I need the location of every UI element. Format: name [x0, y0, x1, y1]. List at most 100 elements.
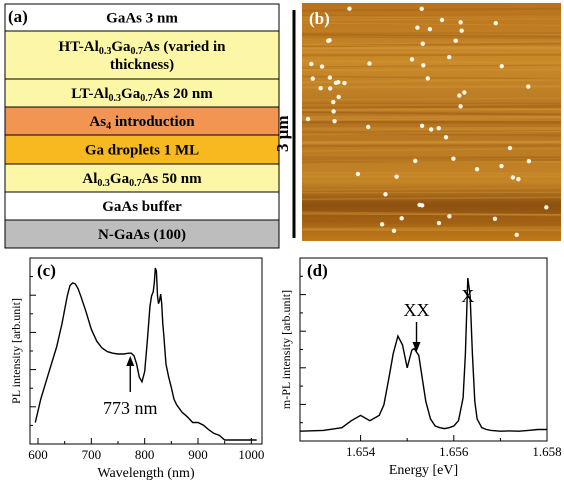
afm-texture-line [301, 22, 562, 26]
afm-texture-line [301, 53, 562, 57]
afm-texture-line [301, 220, 562, 226]
quantum-dot [428, 127, 434, 132]
quantum-dot [310, 76, 315, 81]
arrow-head [126, 356, 135, 366]
quantum-dot [425, 76, 430, 81]
panel-a-label: (a) [8, 7, 28, 26]
x-tick-label: 1000 [238, 447, 264, 462]
afm-texture-line [301, 144, 562, 148]
x-axis-label: Energy [eV] [389, 463, 458, 478]
quantum-dot [394, 174, 399, 179]
layer-box [4, 163, 280, 193]
quantum-dot [342, 80, 347, 86]
afm-texture-line [301, 109, 562, 114]
x-tick-label: 800 [135, 447, 155, 462]
arrow-head [412, 342, 421, 352]
quantum-dot [526, 84, 531, 89]
scale-bar-label: 3 μm [273, 115, 292, 152]
afm-texture-line [301, 67, 562, 72]
quantum-dot [347, 6, 352, 11]
quantum-dot [526, 159, 532, 164]
afm-texture-line [301, 131, 562, 136]
quantum-dot [427, 27, 433, 32]
peak-label: X [461, 286, 474, 306]
panel-b-afm-image [301, 3, 562, 241]
quantum-dot [493, 21, 498, 26]
quantum-dot [333, 80, 339, 86]
quantum-dot [336, 94, 341, 100]
afm-texture-line [301, 35, 562, 39]
x-tick-label: 1.658 [532, 444, 561, 459]
layer-label: thickness) [110, 57, 174, 73]
layer-label: GaAs buffer [102, 199, 182, 215]
quantum-dot [453, 38, 458, 43]
quantum-dot [332, 118, 337, 124]
peak-label: XX [404, 300, 430, 320]
x-axis-label: Wavelength (nm) [97, 466, 195, 481]
afm-texture-line [301, 156, 562, 160]
quantum-dot [443, 135, 449, 140]
annotation-label: 773 nm [103, 398, 158, 418]
quantum-dot [419, 123, 425, 128]
layer-label: As4 introduction [89, 114, 195, 132]
quantum-dot [331, 99, 336, 105]
quantum-dot [459, 28, 464, 33]
quantum-dot [436, 220, 442, 226]
quantum-dot [415, 25, 420, 30]
afm-texture-line [301, 130, 562, 134]
afm-texture-line [301, 219, 562, 223]
quantum-dot [420, 41, 425, 46]
x-tick-label: 600 [28, 447, 48, 462]
afm-texture-line [301, 46, 562, 51]
quantum-dot [413, 158, 418, 164]
afm-texture-line [301, 120, 562, 124]
afm-texture-line [301, 141, 562, 145]
layer-label: HT-Al0.3Ga0.7As (varied in [59, 39, 227, 57]
layer-box [4, 134, 280, 165]
layer-box [4, 78, 280, 108]
quantum-dot [492, 216, 498, 221]
afm-texture-line [301, 117, 562, 122]
layer-box [4, 30, 280, 80]
afm-texture-line [301, 104, 562, 109]
spectrum-line [299, 277, 547, 432]
afm-texture-line [301, 18, 562, 21]
afm-texture-line [301, 46, 562, 50]
x-tick-label: 700 [82, 447, 102, 462]
quantum-dot [447, 54, 452, 60]
layer-label: Al0.3Ga0.7As 50 nm [82, 171, 202, 189]
quantum-dot [367, 61, 372, 66]
panel-d-mpl-spectrum: 1.654 1.656 1.658 Energy [eV] m-PL intensity… [279, 257, 562, 478]
layer-label: LT-Al0.3Ga0.7As 20 nm [71, 86, 213, 104]
quantum-dot [327, 75, 333, 80]
layer-box [4, 3, 280, 32]
afm-texture-line [301, 15, 562, 19]
quantum-dot [421, 63, 426, 68]
panel-c-pl-spectrum: 600 700 800 900 1000 Wavelength (nm) PL intens… [9, 257, 264, 481]
afm-texture-line [301, 34, 562, 37]
quantum-dot [379, 222, 385, 227]
afm-texture-line [301, 115, 562, 118]
quantum-dot [474, 167, 480, 172]
afm-texture-line [301, 41, 562, 45]
afm-texture-line [301, 44, 562, 49]
afm-texture-line [301, 7, 562, 12]
afm-texture-line [301, 97, 562, 101]
afm-texture-line [301, 191, 562, 194]
quantum-dot [544, 205, 549, 210]
quantum-dot [391, 228, 397, 234]
afm-texture-line [301, 130, 562, 135]
afm-texture-line [301, 171, 562, 175]
quantum-dot [355, 171, 361, 177]
quantum-dot [507, 145, 513, 151]
afm-texture-line [301, 229, 562, 232]
afm-texture-line [301, 106, 562, 111]
quantum-dot [516, 177, 521, 182]
quantum-dot [309, 61, 314, 67]
quantum-dot [319, 64, 325, 69]
quantum-dot [318, 86, 323, 91]
quantum-dot [510, 175, 516, 180]
afm-texture-line [301, 33, 562, 37]
afm-texture-line [301, 14, 562, 18]
